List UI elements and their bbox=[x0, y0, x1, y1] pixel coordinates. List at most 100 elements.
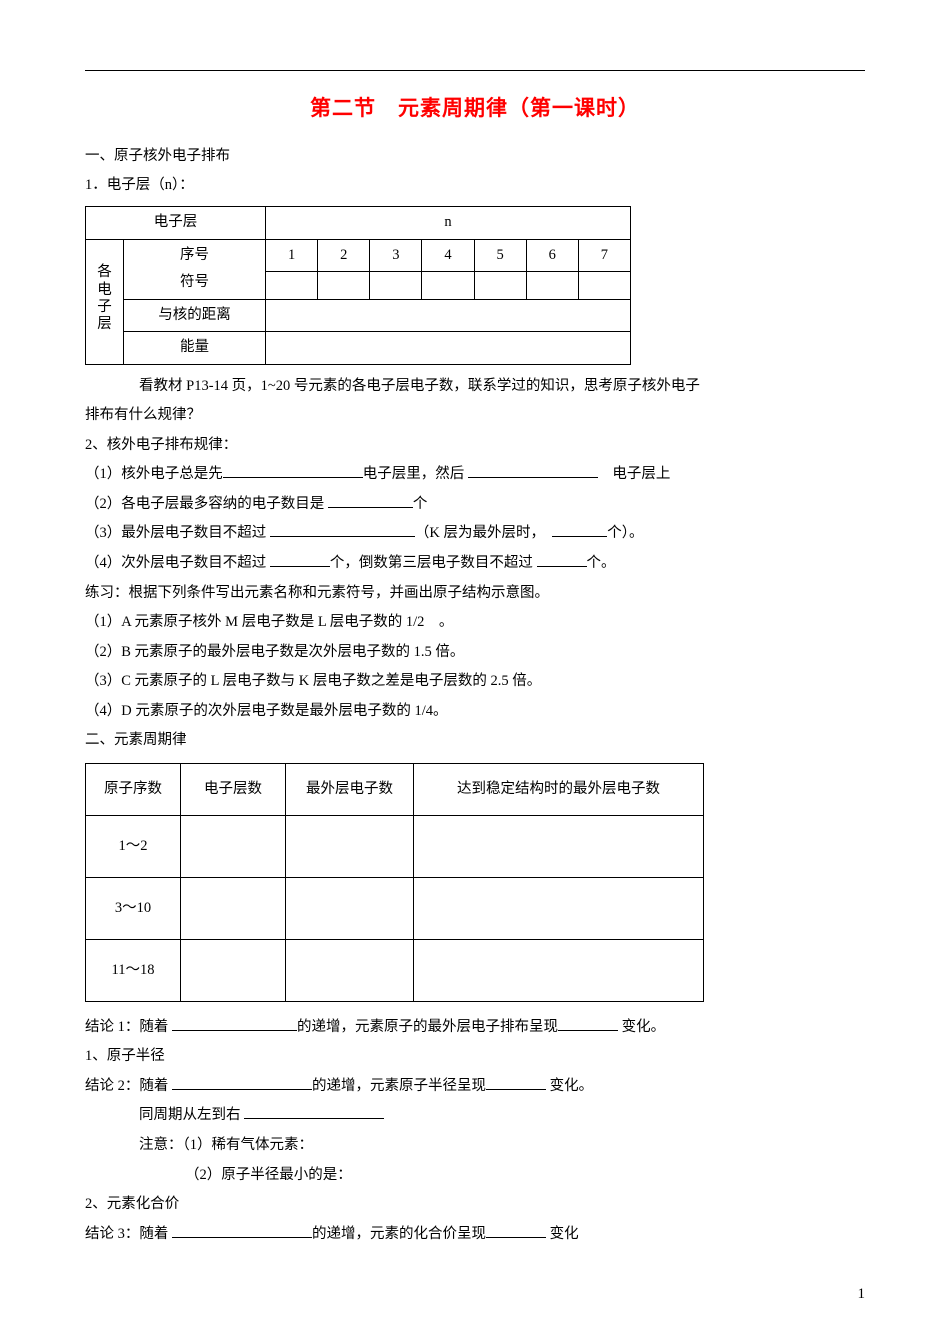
exercise-4: （4）D 元素原子的次外层电子数是最外层电子数的 1/4。 bbox=[85, 698, 865, 726]
blank bbox=[486, 1075, 546, 1090]
blank bbox=[244, 1105, 384, 1120]
conclusion-2: 结论 2：随着 的递增，元素原子半径呈现 变化。 bbox=[85, 1073, 865, 1101]
para-1a: 看教材 P13-14 页，1~20 号元素的各电子层电子数，联系学过的知识，思考… bbox=[85, 373, 865, 401]
blank bbox=[537, 553, 587, 568]
t1-header-shell: 电子层 bbox=[86, 206, 266, 239]
t2-blank bbox=[286, 939, 414, 1001]
rule-4a: （4）次外层电子数目不超过 bbox=[85, 555, 270, 571]
document-title: 第二节 元素周期律（第一课时） bbox=[85, 89, 865, 129]
rule-1: （1）核外电子总是先 电子层里，然后 电子层上 bbox=[85, 461, 865, 489]
t1-col-4: 4 bbox=[422, 239, 474, 272]
c3a: 结论 3：随着 bbox=[85, 1226, 172, 1242]
t1-r2-cell bbox=[266, 299, 631, 332]
t1-r1-label: 序号 符号 bbox=[124, 239, 266, 299]
t1-blank bbox=[422, 272, 474, 299]
t2-r3c1: 11～18 bbox=[86, 939, 181, 1001]
blank bbox=[558, 1016, 618, 1031]
t1-col-5: 5 bbox=[474, 239, 526, 272]
t1-col-7: 7 bbox=[578, 239, 630, 272]
section-1-heading: 一、原子核外电子排布 bbox=[85, 143, 865, 171]
para-1b: 排布有什么规律？ bbox=[85, 402, 865, 430]
t2-h3: 最外层电子数 bbox=[286, 763, 414, 815]
blank bbox=[486, 1223, 546, 1238]
section-2-sub1: 1、原子半径 bbox=[85, 1043, 865, 1071]
t2-h1: 原子序数 bbox=[86, 763, 181, 815]
t2-blank bbox=[414, 877, 704, 939]
t2-blank bbox=[414, 815, 704, 877]
exercise-heading: 练习：根据下列条件写出元素名称和元素符号，并画出原子结构示意图。 bbox=[85, 580, 865, 608]
blank bbox=[552, 523, 607, 538]
blank bbox=[328, 493, 413, 508]
blank bbox=[172, 1075, 312, 1090]
blank bbox=[270, 523, 415, 538]
c3b: 的递增，元素的化合价呈现 bbox=[312, 1226, 486, 1242]
t1-r3-cell bbox=[266, 332, 631, 365]
t2-blank bbox=[286, 815, 414, 877]
t2-r2c1: 3～10 bbox=[86, 877, 181, 939]
rule-3c: 个）。 bbox=[607, 525, 643, 541]
rule-3b: （K 层为最外层时， bbox=[415, 525, 538, 541]
t2-blank bbox=[181, 815, 286, 877]
t1-col-1: 1 bbox=[266, 239, 318, 272]
t1-col-3: 3 bbox=[370, 239, 422, 272]
rule-3: （3）最外层电子数目不超过 （K 层为最外层时， 个）。 bbox=[85, 520, 865, 548]
t2-blank bbox=[414, 939, 704, 1001]
line-2c: （2）原子半径最小的是： bbox=[85, 1162, 865, 1190]
t1-r1a: 序号 bbox=[124, 242, 265, 270]
conclusion-3: 结论 3：随着 的递增，元素的化合价呈现 变化 bbox=[85, 1221, 865, 1249]
periodic-law-table: 原子序数 电子层数 最外层电子数 达到稳定结构时的最外层电子数 1～2 3～10… bbox=[85, 763, 704, 1002]
t1-blank bbox=[370, 272, 422, 299]
t2-r1c1: 1～2 bbox=[86, 815, 181, 877]
t1-rowlabel-text: 各电子层 bbox=[97, 264, 112, 334]
blank bbox=[270, 553, 330, 568]
c1a: 结论 1：随着 bbox=[85, 1019, 172, 1035]
rule-4b: 个，倒数第三层电子数目不超过 bbox=[330, 555, 537, 571]
blank bbox=[172, 1223, 312, 1238]
t1-rowlabel: 各电子层 bbox=[86, 239, 124, 364]
t2-blank bbox=[181, 877, 286, 939]
t1-r2-label: 与核的距离 bbox=[124, 299, 266, 332]
rule-3a: （3）最外层电子数目不超过 bbox=[85, 525, 270, 541]
t1-r3-label: 能量 bbox=[124, 332, 266, 365]
conclusion-1: 结论 1：随着 的递增，元素原子的最外层电子排布呈现 变化。 bbox=[85, 1014, 865, 1042]
rule-1b: 电子层里，然后 bbox=[363, 466, 465, 482]
page-number: 1 bbox=[858, 1280, 866, 1309]
t1-blank bbox=[578, 272, 630, 299]
rule-2b: 个 bbox=[413, 496, 428, 512]
t1-col-6: 6 bbox=[526, 239, 578, 272]
c2c: 变化。 bbox=[546, 1078, 593, 1094]
line-2a: 同周期从左到右 bbox=[85, 1102, 865, 1130]
electron-shell-table: 电子层 n 各电子层 序号 符号 1 2 3 4 5 6 7 与核的距离 能量 bbox=[85, 206, 631, 365]
line-2b: 注意：（1）稀有气体元素： bbox=[85, 1132, 865, 1160]
rule-1a: （1）核外电子总是先 bbox=[85, 466, 223, 482]
c2a: 结论 2：随着 bbox=[85, 1078, 172, 1094]
t1-header-n: n bbox=[266, 206, 631, 239]
c2b: 的递增，元素原子半径呈现 bbox=[312, 1078, 486, 1094]
top-rule bbox=[85, 70, 865, 71]
t1-blank bbox=[526, 272, 578, 299]
t2-h4: 达到稳定结构时的最外层电子数 bbox=[414, 763, 704, 815]
t1-blank bbox=[266, 272, 318, 299]
t2-blank bbox=[181, 939, 286, 1001]
exercise-2: （2）B 元素原子的最外层电子数是次外层电子数的 1.5 倍。 bbox=[85, 639, 865, 667]
rule-4c: 个。 bbox=[587, 555, 616, 571]
section-1-sub2: 2、核外电子排布规律： bbox=[85, 432, 865, 460]
t2-h2: 电子层数 bbox=[181, 763, 286, 815]
blank bbox=[223, 464, 363, 479]
rule-2a: （2）各电子层最多容纳的电子数目是 bbox=[85, 496, 328, 512]
section-2-heading: 二、元素周期律 bbox=[85, 727, 865, 755]
rule-1c: 电子层上 bbox=[612, 466, 670, 482]
c3c: 变化 bbox=[546, 1226, 579, 1242]
c1b: 的递增，元素原子的最外层电子排布呈现 bbox=[297, 1019, 558, 1035]
exercise-3: （3）C 元素原子的 L 层电子数与 K 层电子数之差是电子层数的 2.5 倍。 bbox=[85, 668, 865, 696]
blank bbox=[172, 1016, 297, 1031]
section-1-sub1: 1．电子层（n）： bbox=[85, 172, 865, 200]
l2a: 同周期从左到右 bbox=[139, 1107, 244, 1123]
blank bbox=[468, 464, 598, 479]
rule-4: （4）次外层电子数目不超过 个，倒数第三层电子数目不超过 个。 bbox=[85, 550, 865, 578]
c1c: 变化。 bbox=[618, 1019, 665, 1035]
exercise-1: （1）A 元素原子核外 M 层电子数是 L 层电子数的 1/2 。 bbox=[85, 609, 865, 637]
t1-r1b: 符号 bbox=[124, 269, 265, 297]
rule-2: （2）各电子层最多容纳的电子数目是 个 bbox=[85, 491, 865, 519]
t2-blank bbox=[286, 877, 414, 939]
